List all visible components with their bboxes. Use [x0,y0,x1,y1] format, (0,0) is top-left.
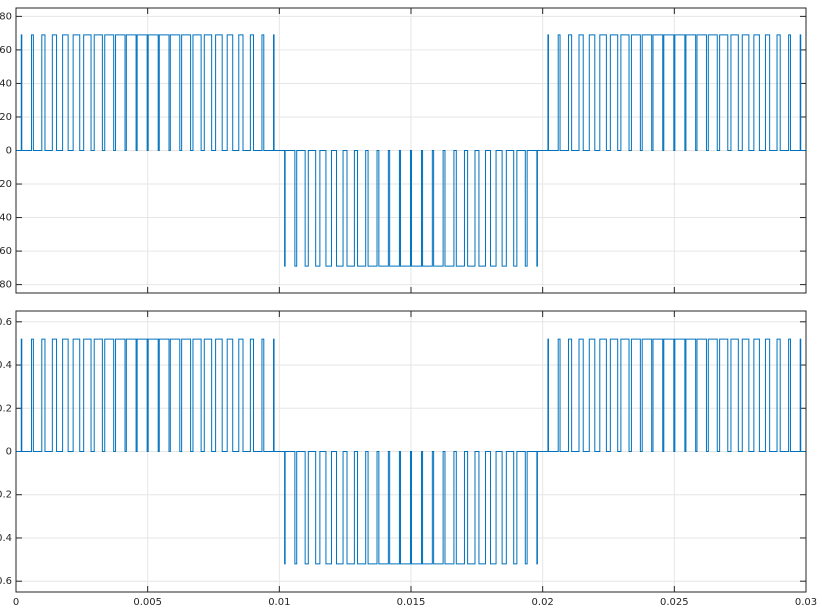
axes-box [15,7,807,294]
y-tick-label: -60 [0,246,12,257]
y-tick-label: 40 [0,78,12,89]
y-tick-label: 0 [6,146,12,157]
x-tick-label: 0 [13,597,19,608]
x-tick-label: 0.02 [532,597,554,608]
y-tick-label: -0.4 [0,533,12,544]
y-tick-label: 0.2 [0,403,12,414]
x-tick-label: 0.01 [268,597,290,608]
y-tick-label: -0.2 [0,490,12,501]
series-line [16,34,806,267]
y-tick-label: 0.4 [0,360,12,371]
y-tick-label: -0.6 [0,576,12,587]
x-tick-label: 0.005 [133,597,162,608]
y-tick-label: 0 [6,447,12,458]
x-tick-label: 0.03 [795,597,817,608]
y-tick-label: -20 [0,179,12,190]
y-tick-label: -80 [0,280,12,291]
x-tick-label: 0.025 [660,597,689,608]
y-tick-label: -40 [0,213,12,224]
y-tick-label: 80 [0,11,12,22]
x-tick-label: 0.015 [397,597,426,608]
series-line [16,338,806,565]
y-tick-label: 0.6 [0,317,12,328]
y-tick-label: 20 [0,112,12,123]
y-tick-label: 60 [0,45,12,56]
axes-box [15,310,807,593]
